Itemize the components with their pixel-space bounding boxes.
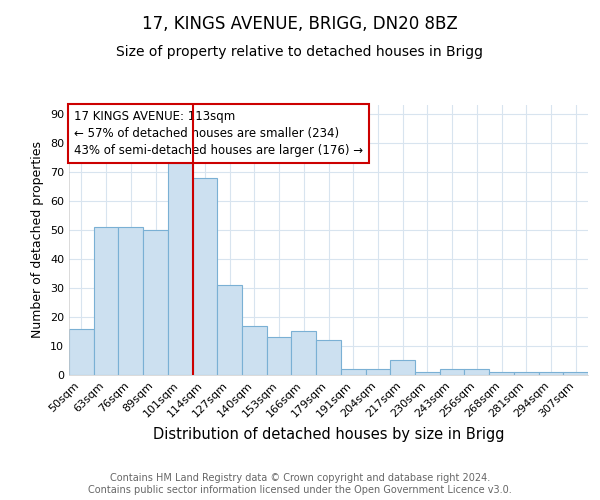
Bar: [514, 372, 539, 375]
Text: Size of property relative to detached houses in Brigg: Size of property relative to detached ho…: [116, 45, 484, 59]
Bar: [69, 328, 94, 375]
Bar: [94, 227, 118, 375]
Bar: [365, 369, 390, 375]
Bar: [292, 332, 316, 375]
Bar: [341, 369, 365, 375]
Text: Contains HM Land Registry data © Crown copyright and database right 2024.
Contai: Contains HM Land Registry data © Crown c…: [88, 474, 512, 495]
Bar: [143, 230, 168, 375]
Y-axis label: Number of detached properties: Number of detached properties: [31, 142, 44, 338]
Text: 17, KINGS AVENUE, BRIGG, DN20 8BZ: 17, KINGS AVENUE, BRIGG, DN20 8BZ: [142, 15, 458, 33]
Bar: [242, 326, 267, 375]
Bar: [440, 369, 464, 375]
Bar: [168, 163, 193, 375]
Bar: [489, 372, 514, 375]
Bar: [390, 360, 415, 375]
Bar: [563, 372, 588, 375]
Bar: [118, 227, 143, 375]
Bar: [267, 338, 292, 375]
Bar: [539, 372, 563, 375]
Bar: [217, 285, 242, 375]
X-axis label: Distribution of detached houses by size in Brigg: Distribution of detached houses by size …: [153, 427, 504, 442]
Text: 17 KINGS AVENUE: 113sqm
← 57% of detached houses are smaller (234)
43% of semi-d: 17 KINGS AVENUE: 113sqm ← 57% of detache…: [74, 110, 364, 158]
Bar: [193, 178, 217, 375]
Bar: [415, 372, 440, 375]
Bar: [464, 369, 489, 375]
Bar: [316, 340, 341, 375]
